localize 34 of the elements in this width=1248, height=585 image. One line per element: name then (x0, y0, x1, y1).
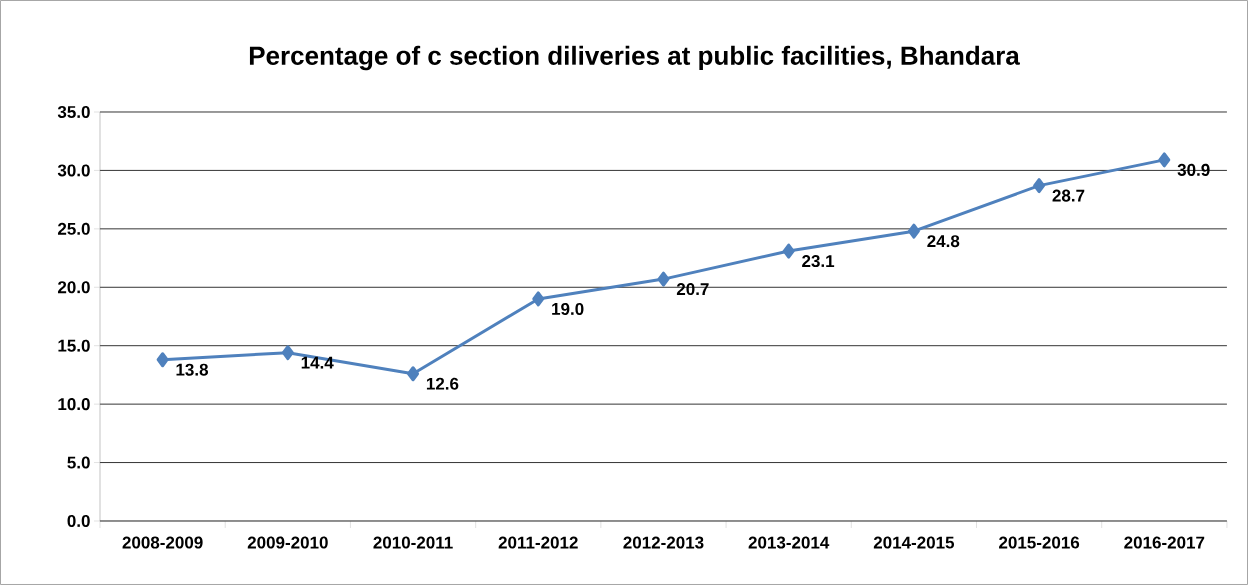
point (1158, 152, 1171, 168)
x-tick-label: 2016-2017 (1124, 536, 1205, 549)
point (1033, 178, 1046, 194)
x-tick-label: 2009-2010 (247, 536, 328, 549)
y-tick-label: 0.0 (67, 514, 90, 528)
x-tick-label: 2015-2016 (999, 536, 1080, 549)
data-label: 19.0 (552, 302, 584, 315)
y-tick-label: 10.0 (58, 398, 90, 411)
data-label: 14.4 (301, 356, 334, 369)
x-tick-label: 2012-2013 (623, 536, 704, 549)
point (657, 271, 670, 287)
data-label: 23.1 (802, 255, 835, 268)
x-tick-label: 2011-2012 (498, 536, 578, 549)
y-tick-label: 35.0 (57, 105, 90, 119)
point (156, 352, 169, 368)
y-tick-label: 25.0 (57, 222, 90, 235)
point (532, 291, 545, 307)
point (407, 366, 420, 382)
data-label: 28.7 (1052, 189, 1085, 202)
y-tick-label: 20.0 (57, 281, 90, 294)
point (782, 243, 795, 259)
data-label: 24.8 (927, 235, 960, 248)
x-tick-label: 2014-2015 (873, 536, 955, 549)
x-tick-label: 2008-2009 (122, 536, 203, 549)
x-tick-label: 2013-2014 (748, 536, 830, 549)
data-label: 13.8 (176, 363, 209, 376)
y-tick-label: 5.0 (67, 456, 90, 469)
chart-title: Percentage of c section diliveries at public facilities, Bhandara (249, 45, 1020, 71)
point (281, 345, 294, 361)
y-tick-label: 15.0 (58, 339, 90, 352)
y-tick-label: 30.0 (57, 164, 90, 177)
x-tick-label: 2010-2011 (373, 536, 453, 549)
point (907, 223, 920, 239)
data-label: 12.6 (426, 377, 459, 390)
